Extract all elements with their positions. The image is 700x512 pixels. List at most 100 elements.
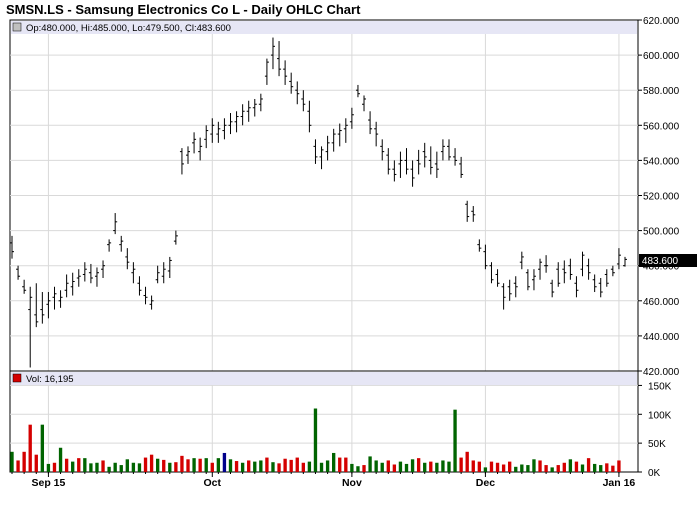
ohlc-bar: [422, 142, 427, 168]
volume-bar: [216, 458, 221, 472]
ohlc-bar: [289, 72, 294, 94]
ohlc-bar: [392, 160, 397, 182]
ohlc-bar: [574, 276, 579, 298]
price-y-tick-label: 600.000: [643, 51, 680, 62]
volume-bar: [520, 464, 524, 472]
ohlc-bar: [556, 262, 561, 287]
volume-bar: [271, 462, 275, 472]
ohlc-bar: [192, 132, 197, 154]
ohlc-bar: [58, 290, 63, 308]
ohlc-bar: [440, 139, 445, 161]
ohlc-bar: [94, 267, 99, 287]
volume-bar: [338, 457, 342, 472]
ohlc-bar: [101, 260, 106, 278]
volume-bar: [58, 447, 63, 472]
price-legend-band: [11, 21, 637, 34]
volume-y-tick-label: 100K: [648, 410, 672, 421]
volume-bars: [10, 408, 621, 472]
volume-bar: [350, 463, 354, 472]
volume-bar: [10, 451, 14, 472]
ohlc-bar: [113, 213, 118, 235]
volume-bar: [137, 463, 142, 472]
ohlc-bar: [143, 286, 148, 305]
ohlc-bar: [137, 276, 142, 296]
ohlc-bar: [252, 98, 257, 117]
price-y-tick-label: 480.000: [643, 262, 680, 273]
ohlc-bar: [161, 262, 166, 284]
volume-y-tick-label: 0K: [648, 468, 661, 479]
price-y-tick-label: 620.000: [643, 16, 680, 27]
ohlc-bar: [319, 146, 324, 170]
ohlc-bar: [459, 156, 464, 178]
volume-bar: [107, 466, 111, 472]
x-tick-label: Jan 16: [603, 477, 636, 489]
ohlc-bar: [270, 37, 275, 70]
ohlc-bar: [610, 265, 615, 277]
ohlc-bar: [234, 111, 239, 133]
volume-bar: [186, 459, 190, 472]
volume-legend: Vol: 16,195: [26, 374, 74, 385]
volume-bar: [410, 459, 415, 472]
volume-bar: [477, 461, 482, 472]
price-y-tick-label: 460.000: [643, 297, 680, 308]
ohlc-bar: [210, 118, 215, 143]
volume-bar: [465, 451, 469, 472]
volume-bar: [89, 463, 93, 472]
volume-bar: [83, 458, 87, 472]
ohlc-bar: [331, 128, 336, 152]
ohlc-bar: [337, 123, 342, 147]
ohlc-bar: [513, 276, 518, 298]
ohlc-bar: [483, 244, 488, 270]
volume-bar: [143, 457, 148, 472]
ohlc-bar: [453, 148, 458, 166]
volume-bar: [447, 461, 451, 472]
volume-bar: [319, 462, 324, 472]
volume-bar: [52, 462, 57, 472]
ohlc-bar: [355, 84, 360, 98]
price-bars: [10, 37, 627, 368]
ohlc-bar: [374, 121, 379, 147]
ohlc-bar: [52, 286, 57, 310]
ohlc-bar: [307, 100, 312, 133]
price-panel: Op:480.000, Hi:485.000, Lo:479.500, Cl:4…: [9, 16, 697, 378]
volume-bar: [228, 459, 233, 472]
volume-bar: [362, 465, 366, 472]
ohlc-bar: [34, 283, 39, 328]
ohlc-bar: [64, 274, 69, 298]
ohlc-bar: [173, 230, 178, 245]
ohlc-bar: [471, 206, 476, 222]
volume-bar: [149, 454, 154, 472]
volume-y-tick-label: 50K: [648, 439, 666, 450]
ohlc-bar: [70, 272, 75, 296]
ohlc-bar: [28, 286, 33, 368]
volume-bar: [562, 462, 566, 472]
volume-bar: [489, 461, 494, 472]
ohlc-bar: [380, 139, 385, 161]
volume-bar: [429, 461, 433, 472]
volume-bar: [222, 452, 227, 472]
chart-title: SMSN.LS - Samsung Electronics Co L - Dai…: [6, 2, 361, 17]
volume-bar: [174, 462, 178, 472]
x-tick-label: Sep 15: [31, 477, 65, 489]
ohlc-bar: [119, 235, 124, 252]
volume-bar: [617, 460, 621, 472]
ohlc-bar: [562, 260, 567, 284]
volume-bar: [526, 465, 530, 472]
price-y-tick-label: 580.000: [643, 86, 680, 97]
price-y-tick-label: 500.000: [643, 227, 680, 238]
ohlc-bar: [179, 148, 184, 175]
ohlc-bar: [416, 149, 421, 175]
ohlc-bar: [507, 279, 512, 301]
volume-bar: [441, 460, 445, 472]
ohlc-bar: [525, 269, 530, 291]
price-y-tick-label: 420.000: [643, 367, 680, 378]
volume-bar: [168, 462, 172, 472]
ohlc-bar: [258, 93, 263, 112]
ohlc-bar: [40, 292, 45, 324]
volume-bar: [605, 463, 609, 472]
ohlc-bar: [623, 256, 627, 267]
volume-bar: [313, 408, 318, 472]
ohlc-bar: [88, 263, 93, 284]
volume-bar: [289, 459, 293, 472]
